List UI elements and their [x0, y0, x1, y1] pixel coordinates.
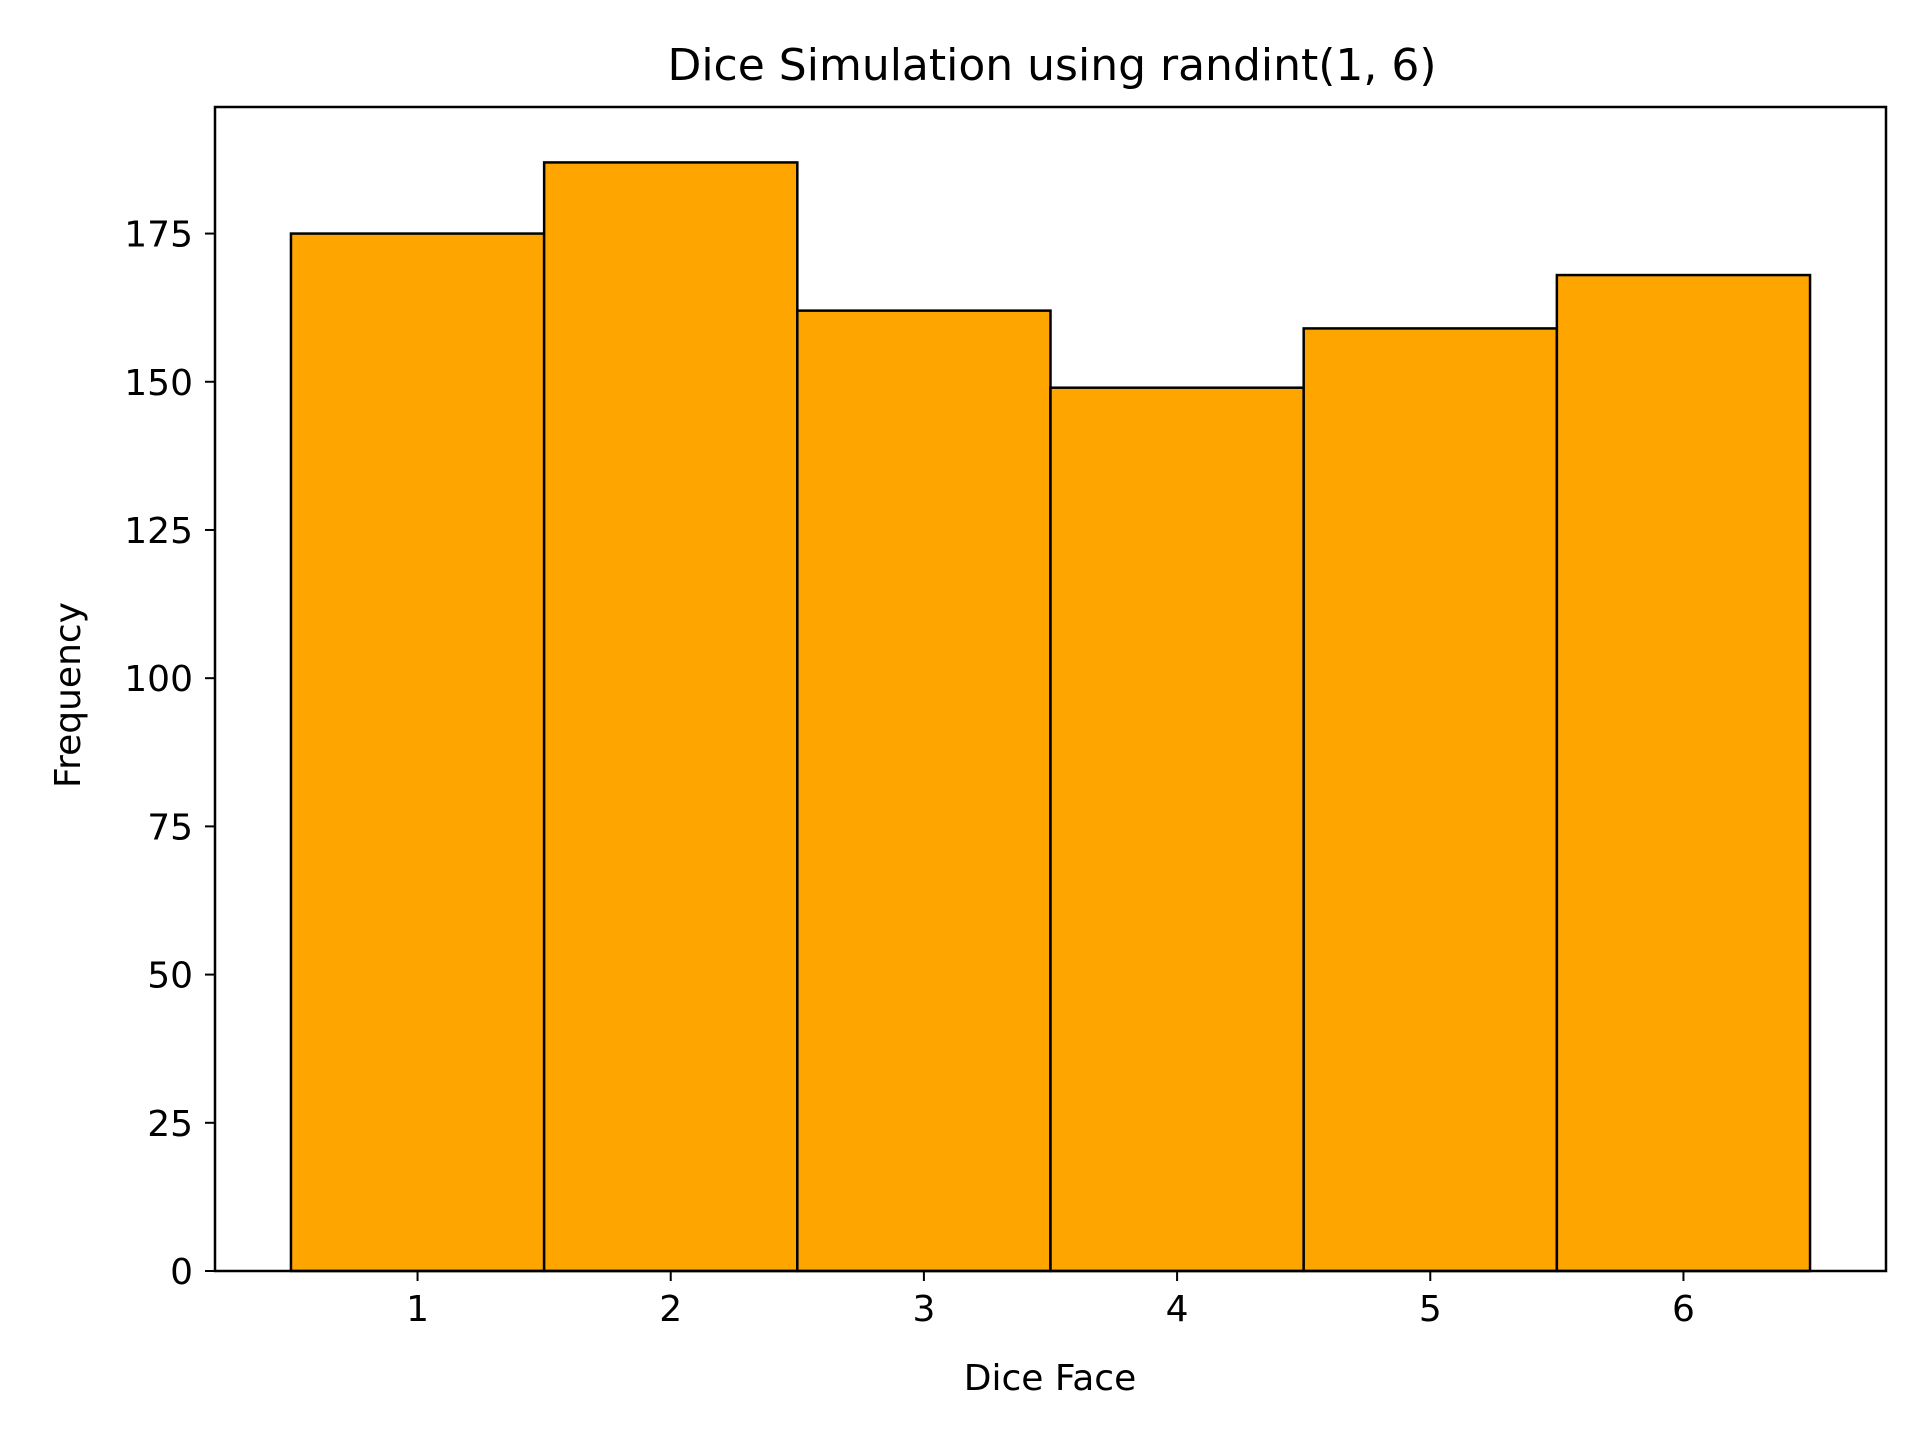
plot-frame — [213, 105, 1888, 1273]
x-tick-label: 5 — [1419, 1289, 1442, 1330]
y-tick-label: 75 — [147, 807, 193, 848]
x-tick-label: 3 — [912, 1289, 935, 1330]
y-tick-label: 175 — [124, 215, 193, 256]
x-axis-label: Dice Face — [964, 1358, 1137, 1399]
chart-title: Dice Simulation using randint(1, 6) — [667, 40, 1436, 91]
x-axis-ticks: 1 2 3 4 5 6 — [406, 1271, 1695, 1330]
bar-face-2 — [542, 161, 799, 1273]
y-tick-label: 150 — [124, 363, 193, 404]
y-tick-label: 25 — [147, 1104, 193, 1145]
bars-layer — [289, 161, 1812, 1273]
x-tick-label: 6 — [1672, 1289, 1695, 1330]
bar-face-1 — [289, 232, 546, 1273]
x-tick-label: 2 — [659, 1289, 682, 1330]
y-tick-label: 100 — [124, 659, 193, 700]
y-axis-label: Frequency — [48, 602, 89, 788]
x-tick-label: 1 — [406, 1289, 429, 1330]
bar-face-4 — [1049, 386, 1305, 1273]
y-tick-label: 125 — [124, 511, 193, 552]
y-tick-label: 0 — [170, 1252, 193, 1293]
y-axis-ticks: 0 25 50 75 100 125 150 175 — [124, 215, 215, 1293]
bar-face-6 — [1555, 273, 1812, 1273]
bar-face-5 — [1302, 327, 1559, 1273]
bar-face-3 — [796, 309, 1052, 1273]
y-tick-label: 50 — [147, 956, 193, 997]
x-tick-label: 4 — [1166, 1289, 1189, 1330]
